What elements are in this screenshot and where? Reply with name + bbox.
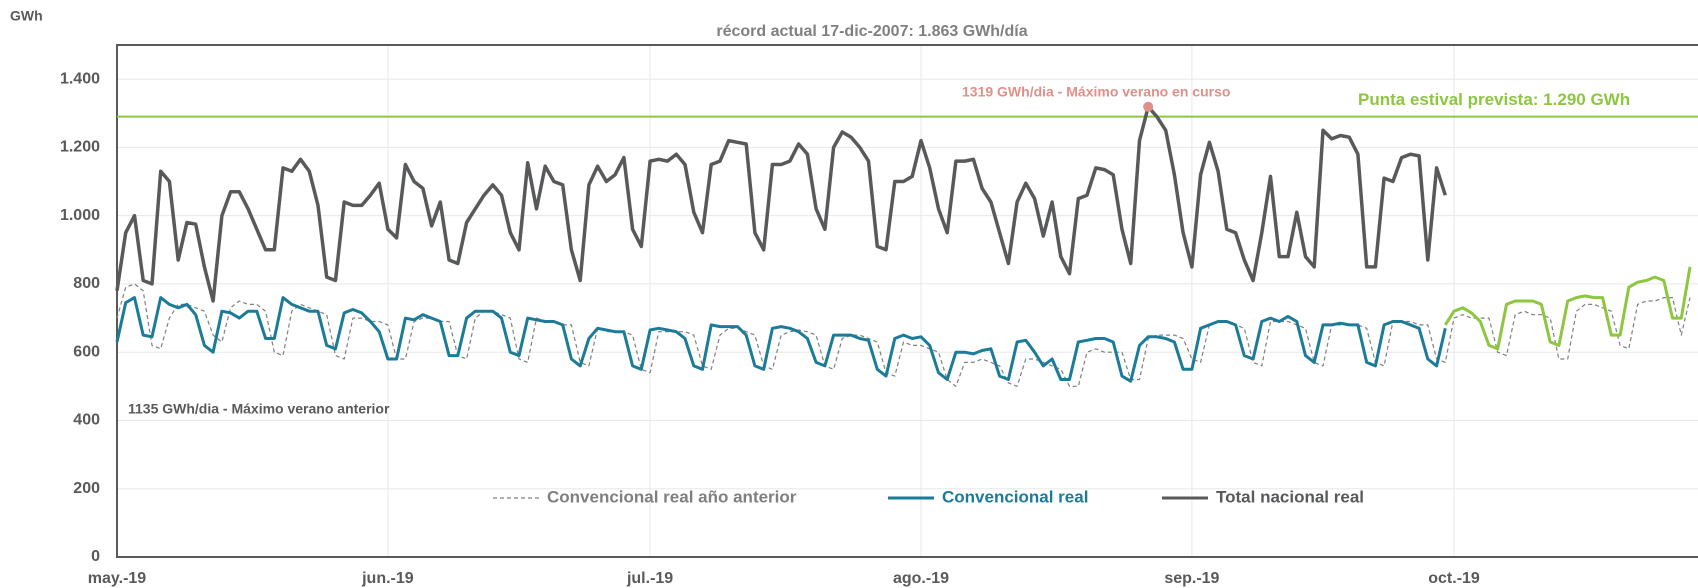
- legend-label: Total nacional real: [1216, 487, 1364, 506]
- y-axis-label: GWh: [10, 8, 43, 24]
- y-tick-label: 1.200: [60, 139, 100, 156]
- y-tick-label: 0: [91, 548, 100, 565]
- x-tick-label: may.-19: [88, 570, 147, 587]
- x-tick-label: jun.-19: [361, 570, 414, 587]
- annotation: 1135 GWh/dia - Máximo verano anterior: [128, 401, 390, 417]
- y-tick-label: 800: [73, 275, 100, 292]
- max-marker: [1143, 101, 1154, 112]
- legend-label: Convencional real: [942, 487, 1088, 506]
- x-tick-label: sep.-19: [1164, 570, 1219, 587]
- x-tick-label: oct.-19: [1428, 570, 1480, 587]
- data-line: [116, 283, 1691, 387]
- x-tick-label: jul.-19: [626, 570, 673, 587]
- legend-label: Convencional real año anterior: [547, 487, 797, 506]
- y-tick-label: 600: [73, 343, 100, 360]
- plot-frame: [116, 44, 1698, 558]
- data-line: [1444, 266, 1692, 351]
- reference-label: Punta estival prevista: 1.290 GWh: [1358, 90, 1630, 109]
- y-tick-label: 200: [73, 480, 100, 497]
- y-tick-label: 400: [73, 412, 100, 429]
- annotation: 1319 GWh/dia - Máximo verano en curso: [962, 84, 1230, 100]
- data-line: [115, 105, 1447, 303]
- chart-title: récord actual 17-dic-2007: 1.863 GWh/día: [716, 23, 1027, 40]
- data-line: [115, 296, 1447, 383]
- x-tick-label: ago.-19: [893, 570, 949, 587]
- y-tick-label: 1.000: [60, 207, 100, 224]
- y-tick-label: 1.400: [60, 70, 100, 87]
